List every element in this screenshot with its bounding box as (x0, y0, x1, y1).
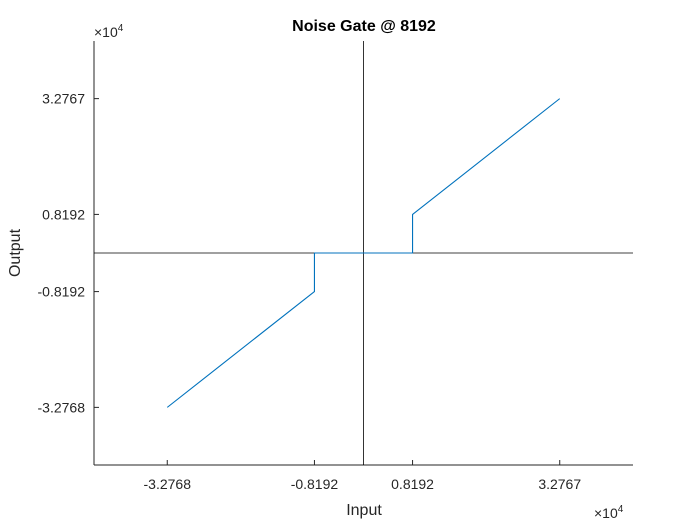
y-tick-label-2: 0.8192 (42, 206, 85, 222)
y-exponent-power: 4 (118, 23, 124, 34)
chart-title: Noise Gate @ 8192 (292, 18, 436, 35)
x-exponent-base: ×10 (594, 505, 618, 521)
x-axis-label: Input (346, 502, 382, 519)
y-tick-label-0: -3.2768 (38, 399, 86, 415)
x-tick-label-0: -3.2768 (144, 476, 192, 492)
x-tick-label-1: -0.8192 (291, 476, 339, 492)
series-line-0 (166, 98, 561, 408)
x-exponent-power: 4 (618, 504, 624, 515)
y-tick-label-3: 3.2767 (42, 91, 85, 107)
x-tick-label-3: 3.2767 (538, 476, 581, 492)
y-axis-label: Output (7, 228, 24, 277)
x-tick-label-2: 0.8192 (391, 476, 434, 492)
y-axis-exponent: ×104 (94, 23, 124, 40)
y-tick-label-1: -0.8192 (38, 284, 86, 300)
x-axis-exponent: ×104 (594, 504, 624, 521)
y-exponent-base: ×10 (94, 24, 118, 40)
plot-area: -3.2768 -0.8192 0.8192 3.2767 -3.2768 -0.8192… (38, 41, 633, 492)
